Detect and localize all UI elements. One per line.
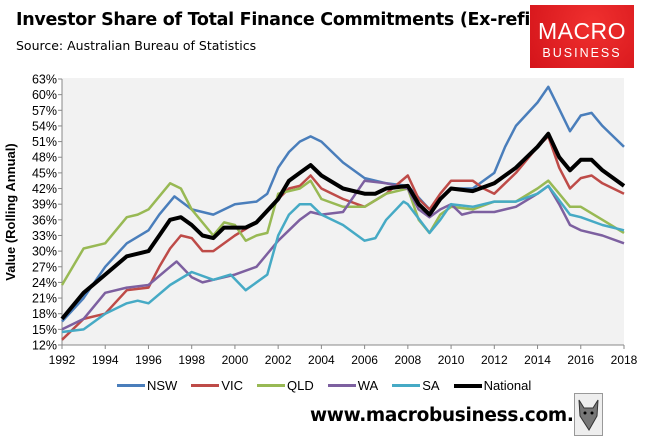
y-axis-label: Value (Rolling Annual) (3, 143, 18, 280)
y-tick-label: 63% (32, 73, 57, 87)
legend-swatch (257, 384, 286, 387)
chart-title: Investor Share of Total Finance Commitme… (16, 10, 538, 30)
legend-swatch (453, 383, 482, 388)
x-tick-label: 1996 (135, 353, 162, 367)
fox-mascot-image (574, 393, 603, 436)
x-tick-label: 2014 (524, 353, 551, 367)
y-tick-label: 18% (32, 307, 57, 321)
legend-label: SA (422, 378, 440, 393)
legend-item-wa: WA (327, 378, 379, 393)
y-tick-label: 30% (32, 245, 57, 259)
x-tick-label: 2006 (351, 353, 378, 367)
y-tick-label: 48% (32, 151, 57, 165)
website-url: www.macrobusiness.com.au (310, 405, 599, 426)
legend-item-nsw: NSW (117, 378, 177, 393)
legend-swatch (392, 384, 421, 387)
legend-swatch (327, 384, 356, 387)
legend-label: QLD (287, 378, 314, 393)
series-line-nsw (61, 85, 625, 323)
x-tick-label: 2016 (567, 353, 594, 367)
legend-swatch (117, 384, 145, 387)
y-tick-label: 42% (32, 182, 57, 196)
y-tick-label: 21% (32, 292, 57, 306)
y-tick-label: 33% (32, 229, 57, 243)
series-line-sa (61, 184, 625, 334)
macrobusiness-logo: MACRO BUSINESS (530, 5, 634, 68)
legend-label: National (483, 378, 532, 393)
y-tick-label: 39% (32, 198, 57, 212)
legend-item-qld: QLD (257, 378, 314, 393)
logo-line1: MACRO (537, 18, 627, 44)
y-tick-label: 27% (32, 260, 57, 274)
y-tick-label: 12% (32, 339, 57, 353)
x-tick-label: 2004 (308, 353, 335, 367)
x-tick-label: 1994 (92, 353, 119, 367)
legend-item-national: National (453, 378, 532, 393)
legend-label: NSW (147, 378, 178, 393)
legend: NSW VIC QLD WA SA National (117, 378, 545, 393)
line-chart: 12% 15% 18%21% 24% 27%30% 33% 36%39% 42% 45%48% 5… (3, 73, 638, 368)
logo-line2: BUSINESS (542, 46, 622, 60)
legend-swatch (191, 384, 220, 387)
x-tick-label: 2002 (265, 353, 292, 367)
legend-item-sa: SA (392, 378, 440, 393)
y-tick-label: 57% (32, 104, 57, 118)
y-tick-label: 51% (32, 135, 57, 149)
legend-label: WA (357, 378, 379, 393)
y-tick-label: 15% (32, 323, 57, 337)
x-tick-label: 2012 (481, 353, 508, 367)
x-tick-label: 2010 (438, 353, 465, 367)
chart-subtitle: Source: Australian Bureau of Statistics (16, 38, 257, 53)
x-tick-label: 1998 (178, 353, 205, 367)
series-line-national (60, 131, 626, 321)
y-tick-label: 60% (32, 88, 57, 102)
x-tick-label: 1992 (49, 353, 76, 367)
y-tick-label: 45% (32, 166, 57, 180)
x-tick-label: 2018 (611, 353, 638, 367)
y-tick-label: 24% (32, 276, 57, 290)
legend-label: VIC (221, 378, 244, 393)
x-tick-label: 2008 (394, 353, 421, 367)
y-tick-label: 54% (32, 119, 57, 133)
legend-item-vic: VIC (191, 378, 243, 393)
x-tick-label: 2000 (222, 353, 249, 367)
y-tick-label: 36% (32, 213, 57, 227)
series-line-qld (60, 179, 625, 286)
